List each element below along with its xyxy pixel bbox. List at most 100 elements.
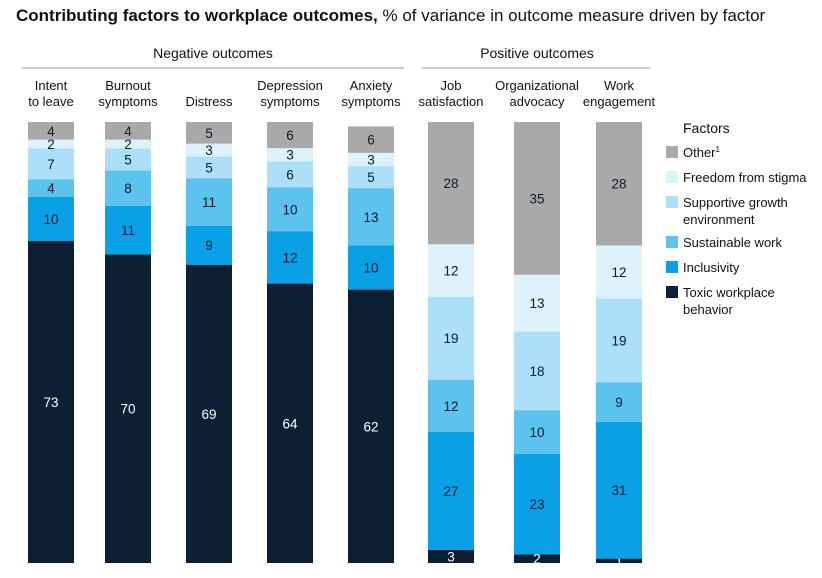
- bar-segment-freedom-from-stigma-organizational-advocacy: [514, 274, 560, 332]
- value-label-other-organizational-advocacy: 35: [529, 191, 544, 206]
- bar-segment-other-organizational-advocacy: [514, 122, 560, 275]
- legend-swatch-sustainable-work: [666, 236, 678, 248]
- value-label-sustainable-work-intent-to-leave: 4: [47, 181, 55, 196]
- value-label-inclusivity-burnout-symptoms: 11: [121, 223, 135, 238]
- value-label-freedom-from-stigma-burnout-symptoms: 2: [124, 137, 132, 152]
- bar-segment-supportive-growth-environment-organizational-advocacy: [514, 331, 560, 411]
- bar-segment-inclusivity-intent-to-leave: [28, 196, 74, 242]
- bar-segment-other-distress: [186, 122, 232, 144]
- value-label-other-intent-to-leave: 4: [47, 124, 55, 139]
- value-label-toxic-workplace-behavior-work-engagement: 1: [615, 554, 623, 569]
- value-label-freedom-from-stigma-job-satisfaction: 12: [443, 263, 458, 278]
- legend-swatch-other: [666, 146, 678, 158]
- group-label-positive-outcomes: Positive outcomes: [480, 45, 594, 61]
- value-label-toxic-workplace-behavior-anxiety-symptoms: 62: [363, 419, 378, 434]
- bar-segment-toxic-workplace-behavior-depression-symptoms: [267, 283, 313, 563]
- bar-segment-freedom-from-stigma-intent-to-leave: [28, 139, 74, 149]
- legend-label-toxic-workplace-behavior: Toxic workplace: [683, 285, 775, 300]
- value-label-toxic-workplace-behavior-intent-to-leave: 73: [43, 395, 58, 410]
- value-label-inclusivity-organizational-advocacy: 23: [529, 497, 544, 512]
- value-label-other-job-satisfaction: 28: [443, 176, 458, 191]
- category-label-organizational-advocacy: advocacy: [510, 94, 565, 109]
- bar-segment-supportive-growth-environment-job-satisfaction: [428, 296, 474, 380]
- bar-segment-toxic-workplace-behavior-job-satisfaction: [428, 549, 474, 563]
- bar-segment-freedom-from-stigma-job-satisfaction: [428, 244, 474, 297]
- value-label-freedom-from-stigma-anxiety-symptoms: 3: [367, 152, 375, 167]
- value-label-inclusivity-job-satisfaction: 27: [443, 484, 458, 499]
- chart-title: Contributing factors to workplace outcom…: [16, 6, 765, 26]
- category-label-work-engagement: engagement: [583, 94, 656, 109]
- value-label-inclusivity-work-engagement: 31: [611, 483, 626, 498]
- bar-segment-freedom-from-stigma-depression-symptoms: [267, 148, 313, 162]
- category-label-depression-symptoms: Depression: [257, 78, 323, 93]
- value-label-supportive-growth-environment-intent-to-leave: 7: [47, 157, 55, 172]
- category-label-job-satisfaction: satisfaction: [418, 94, 483, 109]
- bar-segment-supportive-growth-environment-burnout-symptoms: [105, 148, 151, 171]
- bar-segment-supportive-growth-environment-work-engagement: [596, 298, 642, 383]
- bar-segment-sustainable-work-anxiety-symptoms: [348, 188, 394, 246]
- bar-segment-other-burnout-symptoms: [105, 122, 151, 140]
- value-label-other-distress: 5: [205, 126, 213, 141]
- category-label-anxiety-symptoms: Anxiety: [350, 78, 393, 93]
- value-label-toxic-workplace-behavior-depression-symptoms: 64: [282, 416, 298, 431]
- value-label-sustainable-work-depression-symptoms: 10: [282, 202, 297, 217]
- legend-label-toxic-workplace-behavior: behavior: [683, 302, 734, 317]
- value-label-toxic-workplace-behavior-distress: 69: [201, 407, 216, 422]
- bar-segment-supportive-growth-environment-depression-symptoms: [267, 161, 313, 188]
- value-label-sustainable-work-burnout-symptoms: 8: [124, 181, 132, 196]
- bar-segment-supportive-growth-environment-anxiety-symptoms: [348, 166, 394, 189]
- legend-label-inclusivity: Inclusivity: [683, 260, 740, 275]
- bar-segment-supportive-growth-environment-intent-to-leave: [28, 148, 74, 180]
- bar-segment-sustainable-work-organizational-advocacy: [514, 410, 560, 454]
- legend-title: Factors: [683, 120, 730, 136]
- legend-swatch-freedom-from-stigma: [666, 171, 678, 183]
- bar-segment-sustainable-work-distress: [186, 178, 232, 226]
- legend-label-supportive-growth-environment: Supportive growth: [683, 195, 788, 210]
- value-label-inclusivity-intent-to-leave: 10: [43, 212, 58, 227]
- value-label-other-work-engagement: 28: [611, 177, 626, 192]
- category-label-burnout-symptoms: Burnout: [105, 78, 151, 93]
- bar-segment-other-job-satisfaction: [428, 122, 474, 245]
- value-label-sustainable-work-distress: 11: [202, 195, 216, 210]
- bar-segment-sustainable-work-intent-to-leave: [28, 179, 74, 197]
- bar-segment-toxic-workplace-behavior-burnout-symptoms: [105, 254, 151, 564]
- bar-segment-freedom-from-stigma-distress: [186, 143, 232, 157]
- bar-segment-toxic-workplace-behavior-work-engagement: [596, 558, 642, 563]
- value-label-toxic-workplace-behavior-job-satisfaction: 3: [447, 549, 455, 564]
- bar-segment-freedom-from-stigma-anxiety-symptoms: [348, 152, 394, 167]
- bar-segment-other-work-engagement: [596, 122, 642, 246]
- legend-swatch-inclusivity: [666, 261, 678, 273]
- bar-segment-other-anxiety-symptoms: [348, 126, 394, 153]
- value-label-supportive-growth-environment-depression-symptoms: 6: [286, 167, 294, 182]
- value-label-freedom-from-stigma-work-engagement: 12: [611, 265, 626, 280]
- legend-swatch-toxic-workplace-behavior: [666, 286, 678, 298]
- category-label-depression-symptoms: symptoms: [260, 94, 320, 109]
- bar-segment-sustainable-work-burnout-symptoms: [105, 170, 151, 206]
- value-label-freedom-from-stigma-depression-symptoms: 3: [286, 148, 294, 163]
- value-label-freedom-from-stigma-distress: 3: [205, 143, 213, 158]
- value-label-sustainable-work-job-satisfaction: 12: [443, 399, 458, 414]
- legend-label-supportive-growth-environment: environment: [683, 212, 755, 227]
- category-label-intent-to-leave: to leave: [28, 94, 74, 109]
- chart-title-bold: Contributing factors to workplace outcom…: [16, 6, 378, 25]
- value-label-supportive-growth-environment-organizational-advocacy: 18: [529, 364, 544, 379]
- bar-segment-inclusivity-distress: [186, 225, 232, 265]
- bar-segment-other-depression-symptoms: [267, 122, 313, 149]
- value-label-toxic-workplace-behavior-organizational-advocacy: 2: [533, 552, 541, 567]
- category-label-intent-to-leave: Intent: [35, 78, 68, 93]
- bar-segment-freedom-from-stigma-burnout-symptoms: [105, 139, 151, 149]
- category-label-work-engagement: Work: [604, 78, 635, 93]
- value-label-sustainable-work-organizational-advocacy: 10: [529, 425, 544, 440]
- value-label-other-anxiety-symptoms: 6: [367, 133, 375, 148]
- value-label-inclusivity-anxiety-symptoms: 10: [363, 261, 378, 276]
- value-label-other-depression-symptoms: 6: [286, 128, 294, 143]
- value-label-toxic-workplace-behavior-burnout-symptoms: 70: [120, 402, 135, 417]
- legend-swatch-supportive-growth-environment: [666, 196, 678, 208]
- value-label-supportive-growth-environment-distress: 5: [205, 160, 213, 175]
- value-label-supportive-growth-environment-work-engagement: 19: [611, 333, 626, 348]
- bar-segment-other-intent-to-leave: [28, 122, 74, 140]
- bar-segment-inclusivity-work-engagement: [596, 421, 642, 559]
- bar-segment-inclusivity-job-satisfaction: [428, 432, 474, 550]
- category-label-organizational-advocacy: Organizational: [495, 78, 579, 93]
